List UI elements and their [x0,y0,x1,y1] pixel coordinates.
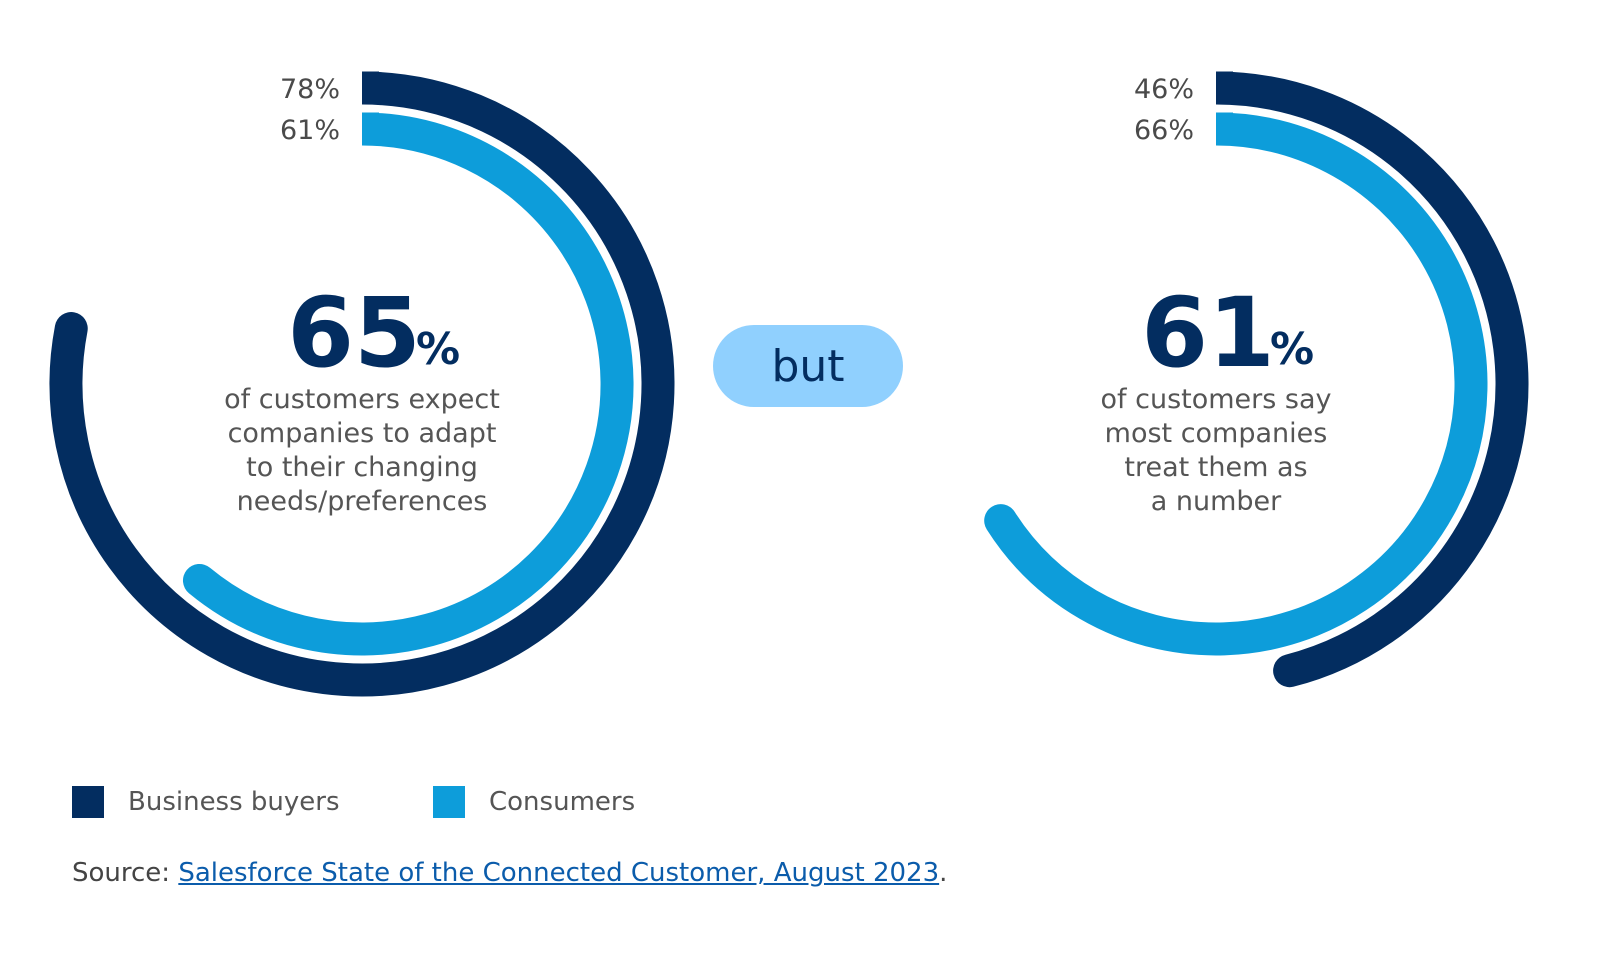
left-arc-start-mask-business-buyers [343,69,362,107]
legend-swatch-consumers [433,786,465,818]
right-description-line: most companies [1105,418,1328,449]
legend-item-business-buyers: Business buyers [72,786,340,818]
right-arc-start-mask-consumers [1197,110,1216,148]
source-suffix: . [939,858,948,888]
but-label: but [771,340,845,392]
legend-label-business-buyers: Business buyers [128,787,340,817]
left-arc-business-buyers [49,71,675,697]
legend-label-consumers: Consumers [489,787,636,817]
right-arc-start-mask-business-buyers [1197,69,1216,107]
right-description-line: of customers say [1101,384,1332,415]
left-headline-number: 65 [287,277,421,389]
source-line: Source: Salesforce State of the Connecte… [72,858,947,888]
but-pill: but [713,325,903,407]
source-prefix: Source: [72,858,179,888]
left-value-label-consumers: 61% [280,115,340,146]
left-arc-start-square-consumers [361,112,379,146]
left-description-line: to their changing [246,452,478,483]
right-description-line: treat them as [1124,452,1307,483]
right-value-label-consumers: 66% [1134,115,1194,146]
left-value-label-business-buyers: 78% [280,74,340,105]
right-arc-business-buyers [1199,71,1529,688]
right-description-line: a number [1151,486,1282,517]
right-arc-start-square-business-buyers [1215,71,1233,105]
left-arc-consumers [182,112,634,656]
left-description-line: companies to adapt [228,418,497,449]
legend-swatch-business-buyers [72,786,104,818]
right-arc-consumers [984,112,1488,656]
legend-item-consumers: Consumers [433,786,635,818]
right-headline-number: 61 [1141,277,1275,389]
source-link[interactable]: Salesforce State of the Connected Custom… [178,858,940,888]
right-headline-percent: % [1270,324,1314,375]
left-headline-percent: % [416,324,460,375]
right-arc-start-square-consumers [1215,112,1233,146]
left-arc-start-mask-consumers [343,110,362,148]
left-description-line: needs/preferences [237,486,488,517]
left-description-line: of customers expect [224,384,500,415]
right-value-label-business-buyers: 46% [1134,74,1194,105]
left-arc-start-square-business-buyers [361,71,379,105]
